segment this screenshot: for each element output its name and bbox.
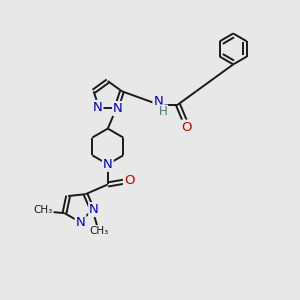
- Text: N: N: [89, 203, 99, 216]
- Text: CH₃: CH₃: [89, 226, 109, 236]
- Text: N: N: [103, 158, 113, 171]
- Text: N: N: [113, 102, 123, 115]
- Text: N: N: [76, 216, 85, 229]
- Text: O: O: [182, 121, 192, 134]
- Text: CH₃: CH₃: [34, 205, 53, 215]
- Text: H: H: [158, 106, 167, 118]
- Text: N: N: [93, 101, 102, 114]
- Text: N: N: [153, 95, 163, 108]
- Text: O: O: [124, 174, 134, 188]
